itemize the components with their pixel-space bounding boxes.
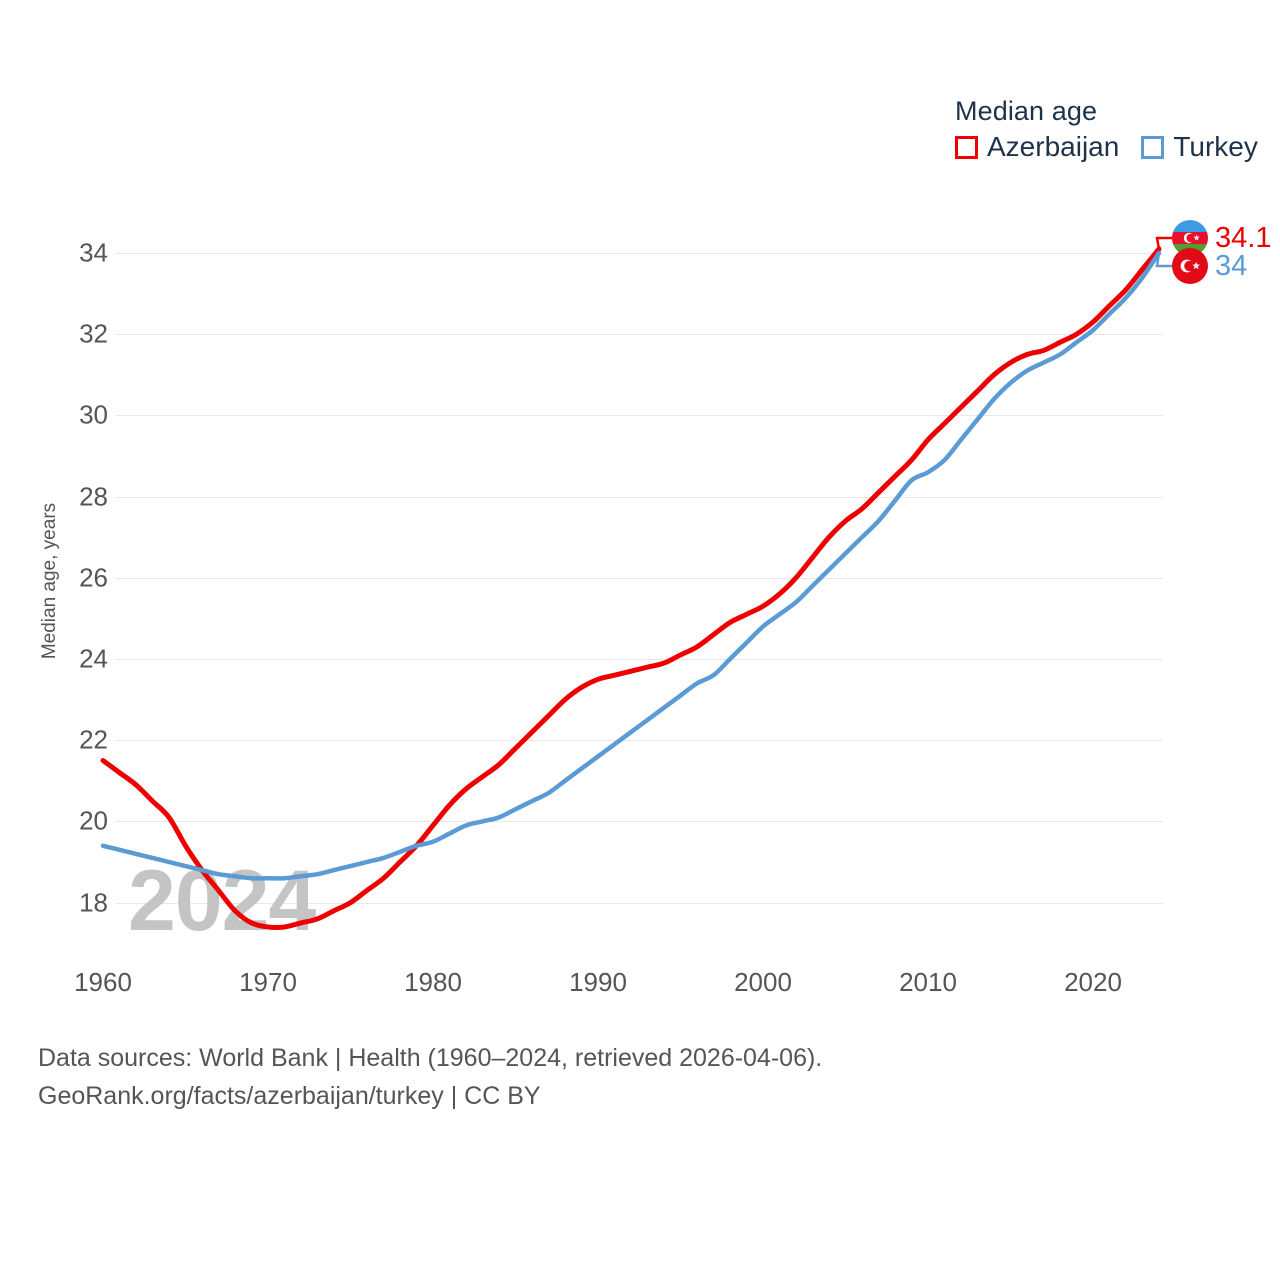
x-axis-tick-label: 2010 — [899, 967, 957, 997]
gridline — [116, 659, 1163, 660]
end-label-value: 34.1 — [1215, 221, 1272, 254]
y-axis-tick-label: 32 — [79, 318, 108, 349]
legend-item-turkey[interactable]: Turkey — [1141, 133, 1258, 161]
footer-line-sources: Data sources: World Bank | Health (1960–… — [38, 1044, 823, 1072]
legend-item-label: Azerbaijan — [987, 131, 1120, 162]
y-axis-tick-label: 34 — [79, 237, 108, 268]
legend-swatch-icon — [955, 135, 978, 159]
series-line-turkey — [100, 250, 1162, 881]
gridline — [116, 740, 1163, 742]
gridline — [116, 415, 1163, 417]
x-axis-tick-label: 1990 — [569, 967, 627, 997]
y-axis-tick-label: 20 — [79, 805, 108, 836]
legend: Median age Azerbaijan Turkey — [955, 96, 1265, 161]
x-axis-tick-label: 1970 — [239, 967, 297, 997]
turkey-flag-icon — [1172, 248, 1208, 284]
legend-swatch-icon — [1141, 135, 1165, 159]
legend-title: Median age — [955, 96, 1098, 126]
y-axis-tick-label: 30 — [79, 399, 108, 430]
legend-item-label: Turkey — [1173, 131, 1258, 162]
year-watermark: 2024 — [128, 853, 316, 949]
x-axis-tick-label: 1980 — [404, 967, 462, 997]
end-label-connector-azerbaijan — [1155, 236, 1173, 250]
x-axis-tick-label: 2020 — [1064, 967, 1122, 997]
gridline — [116, 253, 1163, 254]
legend-items: Azerbaijan Turkey — [955, 133, 1265, 161]
x-axis-tick-label: 1960 — [74, 967, 132, 997]
series-line-azerbaijan — [100, 246, 1162, 930]
gridline — [116, 334, 1163, 336]
x-axis-tick-label: 2000 — [734, 967, 792, 997]
footer-line-url: GeoRank.org/facts/azerbaijan/turkey | CC… — [38, 1081, 541, 1110]
y-axis-tick-label: 18 — [79, 887, 108, 918]
y-axis-tick-label: 22 — [79, 724, 108, 755]
gridline — [116, 577, 1163, 579]
footer-credits: Data sources: World Bank | Health (1960–… — [38, 1040, 822, 1115]
y-axis-title: Median age, years — [39, 502, 60, 660]
gridline — [116, 496, 1163, 498]
end-label-turkey: 34 — [1172, 248, 1247, 284]
end-label-connector-turkey — [1155, 252, 1173, 268]
end-label-value: 34 — [1215, 249, 1248, 282]
gridline — [116, 821, 1163, 823]
legend-item-azerbaijan[interactable]: Azerbaijan — [955, 133, 1119, 161]
